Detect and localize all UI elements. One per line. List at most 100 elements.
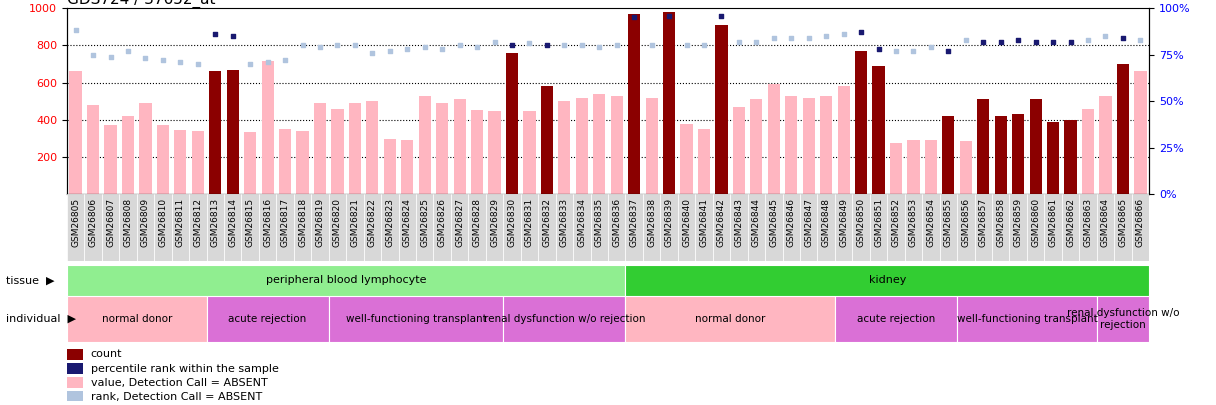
Bar: [192, 131, 204, 194]
Bar: [696, 194, 713, 261]
Bar: [207, 296, 328, 342]
Bar: [629, 14, 641, 194]
Bar: [803, 98, 815, 194]
Bar: [1116, 64, 1128, 194]
Text: GSM26816: GSM26816: [263, 198, 272, 247]
Text: GSM26827: GSM26827: [455, 198, 465, 247]
Text: GSM26818: GSM26818: [298, 198, 306, 247]
Text: GSM26859: GSM26859: [1014, 198, 1023, 247]
Point: [694, 42, 714, 49]
Bar: [715, 25, 727, 194]
Bar: [207, 194, 224, 261]
Point: [642, 42, 662, 49]
Point: [1060, 38, 1080, 45]
Point: [1043, 38, 1063, 45]
Point: [450, 42, 469, 49]
Bar: [506, 53, 518, 194]
Bar: [888, 194, 905, 261]
Point: [136, 55, 156, 62]
Text: GSM26820: GSM26820: [333, 198, 342, 247]
Bar: [890, 143, 902, 194]
Point: [398, 46, 417, 52]
Text: GSM26813: GSM26813: [210, 198, 220, 247]
Text: GSM26855: GSM26855: [944, 198, 953, 247]
Bar: [1009, 194, 1028, 261]
Bar: [468, 194, 486, 261]
Bar: [1047, 122, 1059, 194]
Bar: [67, 363, 83, 374]
Point: [84, 51, 103, 58]
Text: GSM26844: GSM26844: [751, 198, 761, 247]
Point: [903, 48, 923, 54]
Text: count: count: [91, 350, 122, 360]
Bar: [959, 141, 972, 194]
Text: rank, Detection Call = ABSENT: rank, Detection Call = ABSENT: [91, 392, 261, 402]
Text: GSM26807: GSM26807: [106, 198, 116, 247]
Bar: [786, 96, 798, 194]
Text: GSM26834: GSM26834: [578, 198, 586, 247]
Bar: [416, 194, 433, 261]
Bar: [67, 265, 625, 296]
Text: GSM26826: GSM26826: [438, 198, 446, 247]
Point: [799, 35, 818, 41]
Bar: [1114, 194, 1132, 261]
Bar: [681, 124, 693, 194]
Bar: [608, 194, 625, 261]
Bar: [869, 194, 888, 261]
Bar: [575, 98, 587, 194]
Text: well-functioning transplant: well-functioning transplant: [345, 314, 486, 324]
Bar: [67, 349, 83, 360]
Point: [1113, 35, 1132, 41]
Text: well-functioning transplant: well-functioning transplant: [957, 314, 1097, 324]
Text: acute rejection: acute rejection: [857, 314, 935, 324]
Point: [537, 42, 557, 49]
Point: [275, 57, 294, 64]
Text: GSM26819: GSM26819: [315, 198, 325, 247]
Bar: [364, 194, 381, 261]
Bar: [294, 194, 311, 261]
Point: [974, 38, 993, 45]
Bar: [1132, 194, 1149, 261]
Text: GSM26810: GSM26810: [158, 198, 168, 247]
Text: GSM26854: GSM26854: [927, 198, 935, 247]
Bar: [226, 70, 238, 194]
Bar: [922, 194, 940, 261]
Bar: [311, 194, 328, 261]
Bar: [646, 98, 658, 194]
Text: GSM26860: GSM26860: [1031, 198, 1040, 247]
Text: GSM26843: GSM26843: [734, 198, 743, 247]
Point: [170, 59, 190, 65]
Bar: [174, 130, 186, 194]
Bar: [399, 194, 416, 261]
Bar: [765, 194, 783, 261]
Point: [153, 57, 173, 64]
Bar: [259, 194, 276, 261]
Bar: [171, 194, 188, 261]
Point: [485, 38, 505, 45]
Point: [590, 44, 609, 51]
Bar: [677, 194, 696, 261]
Bar: [835, 296, 957, 342]
Bar: [817, 194, 835, 261]
Point: [327, 42, 347, 49]
Bar: [88, 105, 100, 194]
Bar: [713, 194, 730, 261]
Bar: [907, 141, 919, 194]
Bar: [67, 377, 83, 388]
Bar: [558, 101, 570, 194]
Bar: [663, 12, 675, 194]
Point: [886, 48, 906, 54]
Bar: [1030, 99, 1042, 194]
Bar: [297, 131, 309, 194]
Bar: [437, 103, 449, 194]
Bar: [331, 109, 344, 194]
Bar: [591, 194, 608, 261]
Text: GSM26848: GSM26848: [822, 198, 831, 247]
Point: [241, 61, 260, 67]
Point: [572, 42, 591, 49]
Point: [607, 42, 626, 49]
Text: GSM26831: GSM26831: [525, 198, 534, 247]
Text: acute rejection: acute rejection: [229, 314, 306, 324]
Bar: [489, 111, 501, 194]
Bar: [105, 125, 117, 194]
